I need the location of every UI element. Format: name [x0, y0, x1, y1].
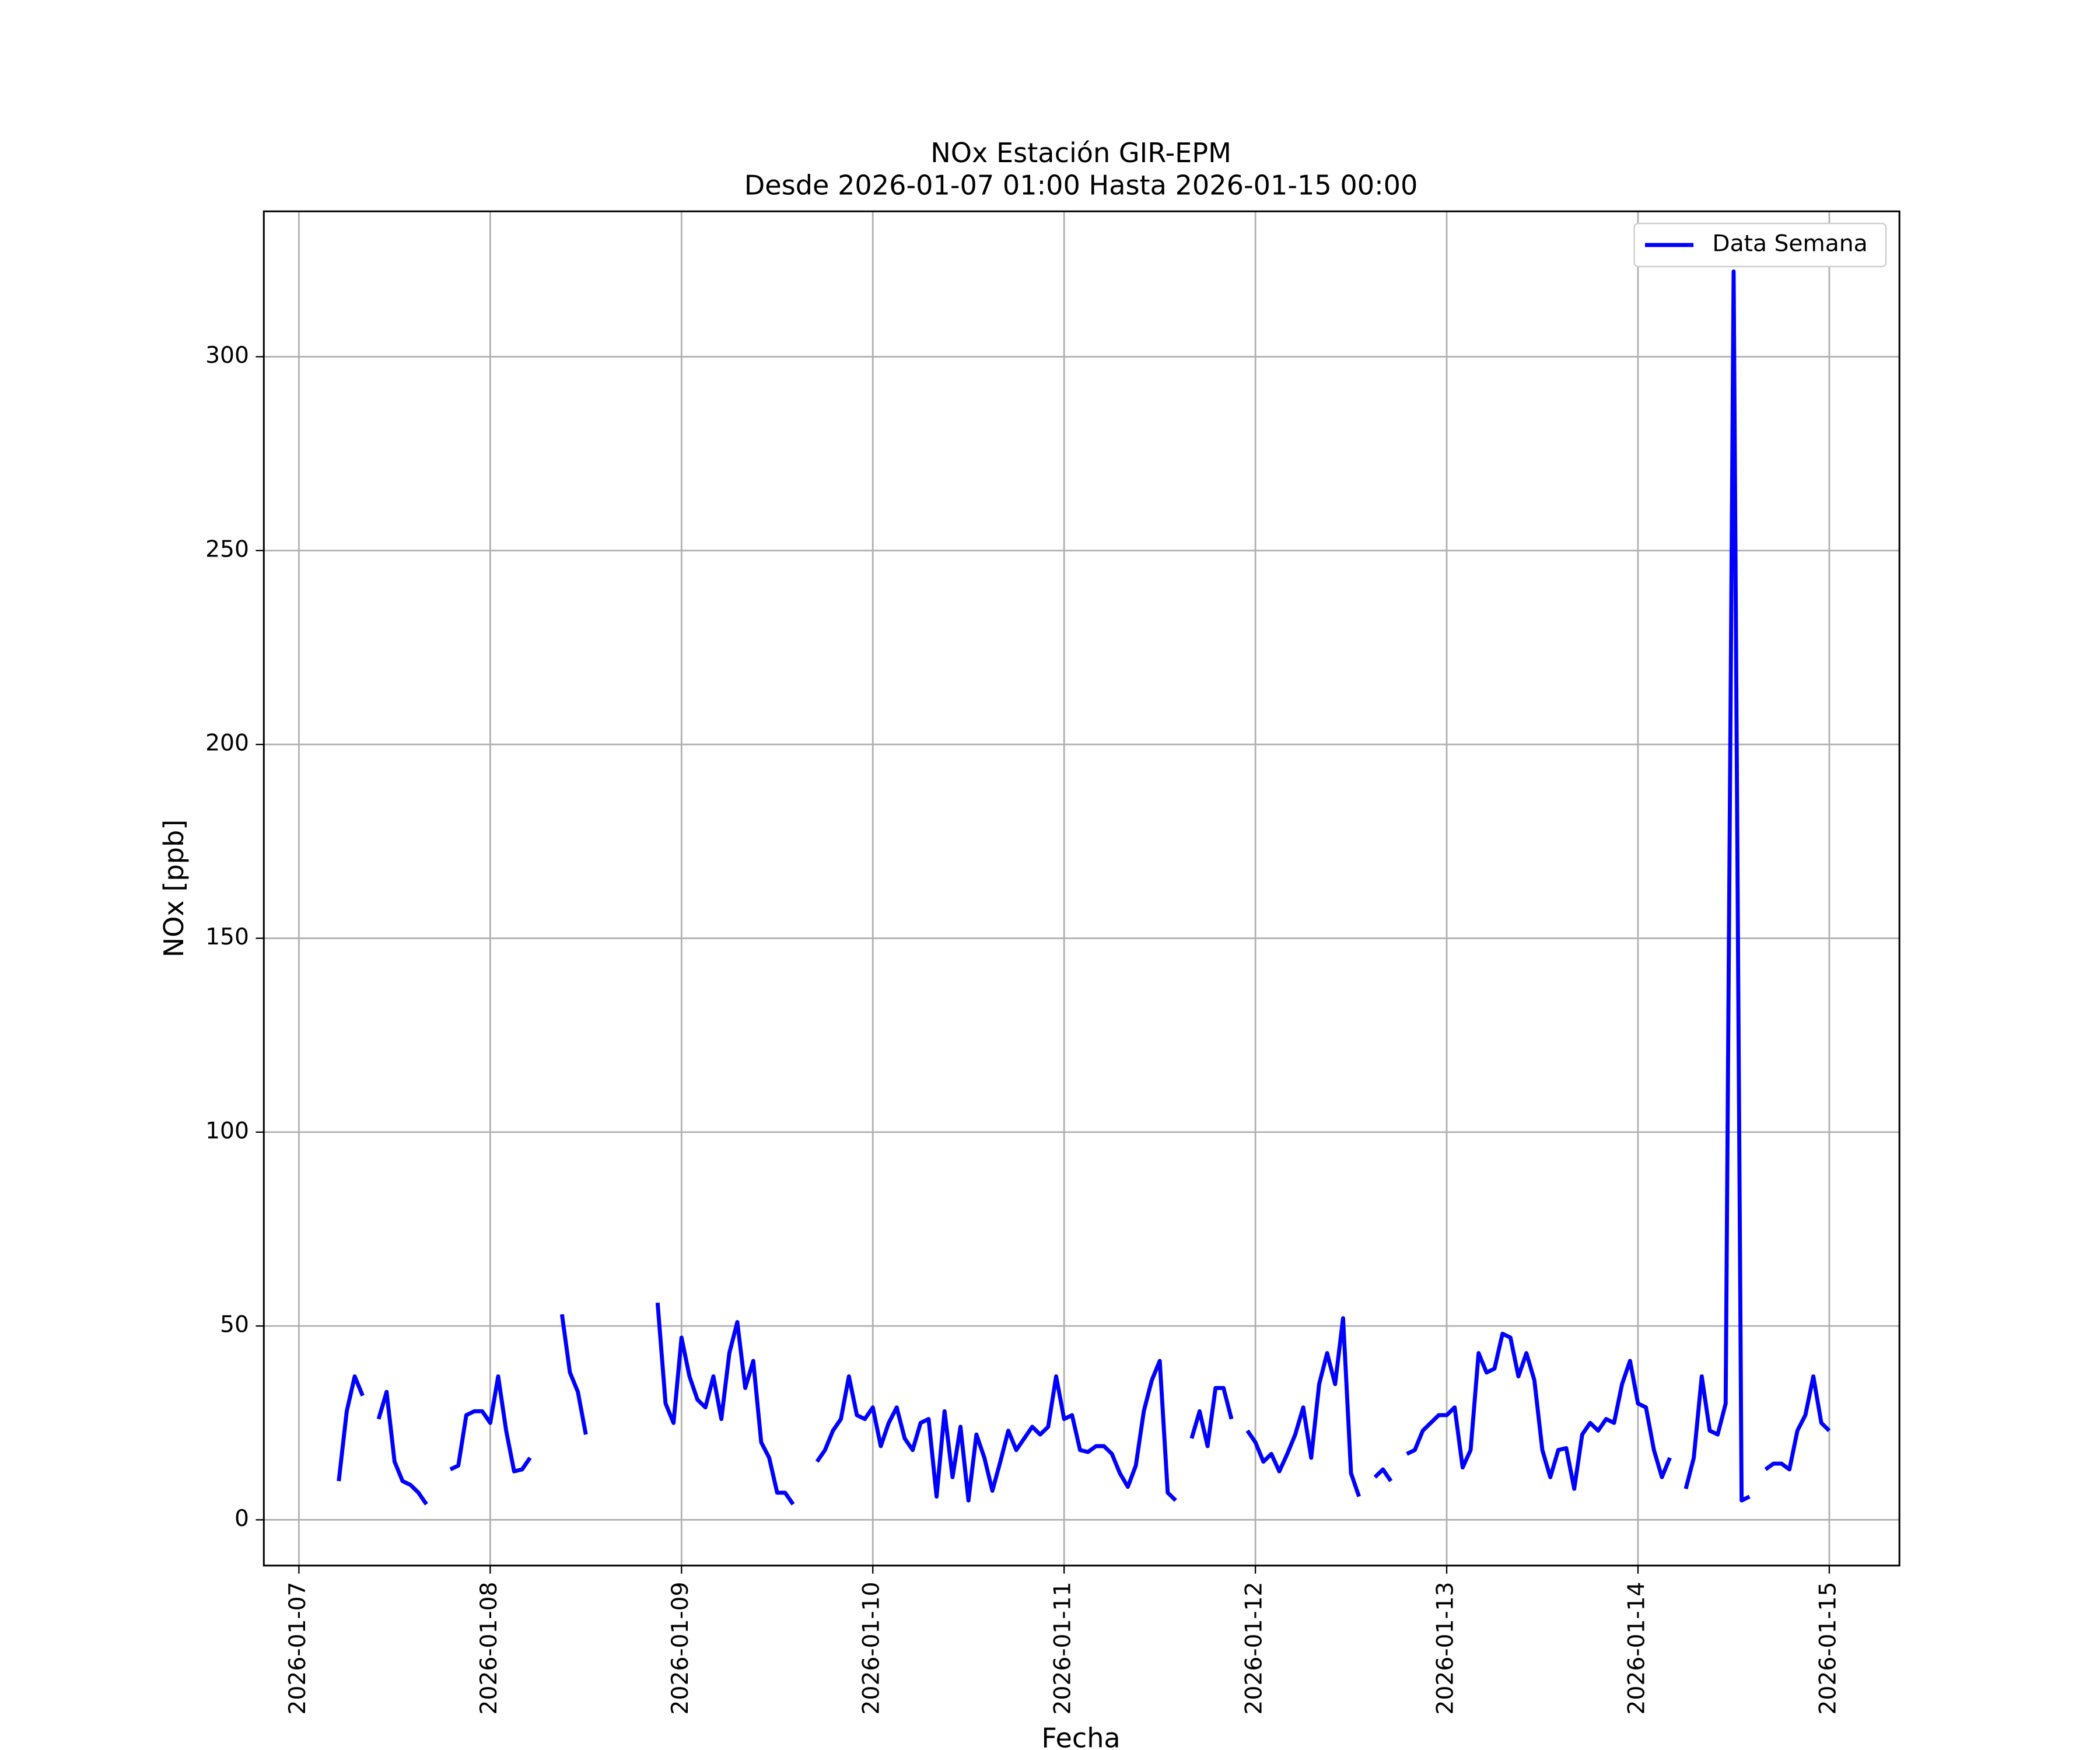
x-axis-label: Fecha [1041, 1722, 1120, 1750]
x-tick-label: 2026-01-13 [1433, 1582, 1459, 1715]
x-tick-label: 2026-01-07 [285, 1582, 311, 1715]
y-axis-label: NOx [ppb] [158, 820, 190, 958]
x-tick-label: 2026-01-15 [1815, 1582, 1841, 1715]
x-tick-label: 2026-01-08 [476, 1582, 502, 1715]
plot-frame [262, 210, 1901, 1567]
data-line [337, 269, 1831, 1506]
y-tick-label: 300 [205, 342, 249, 369]
chart-title: NOx Estación GIR-EPM [930, 137, 1231, 169]
y-tick-label: 200 [205, 730, 249, 757]
y-tick-label: 150 [205, 924, 249, 950]
y-tick-label: 100 [205, 1118, 249, 1144]
legend-label: Data Semana [1712, 231, 1867, 257]
x-tick-label: 2026-01-10 [859, 1582, 885, 1715]
y-tick-label: 0 [235, 1506, 249, 1532]
chart-subtitle: Desde 2026-01-07 01:00 Hasta 2026-01-15 … [744, 169, 1418, 201]
x-tick-label: 2026-01-09 [667, 1582, 694, 1715]
x-tick-label: 2026-01-14 [1623, 1582, 1650, 1715]
y-tick-label: 250 [205, 536, 249, 562]
y-tick-label: 50 [220, 1312, 249, 1338]
legend-box [1633, 222, 1887, 268]
x-tick-label: 2026-01-12 [1241, 1582, 1268, 1715]
x-tick-label: 2026-01-11 [1050, 1582, 1076, 1715]
